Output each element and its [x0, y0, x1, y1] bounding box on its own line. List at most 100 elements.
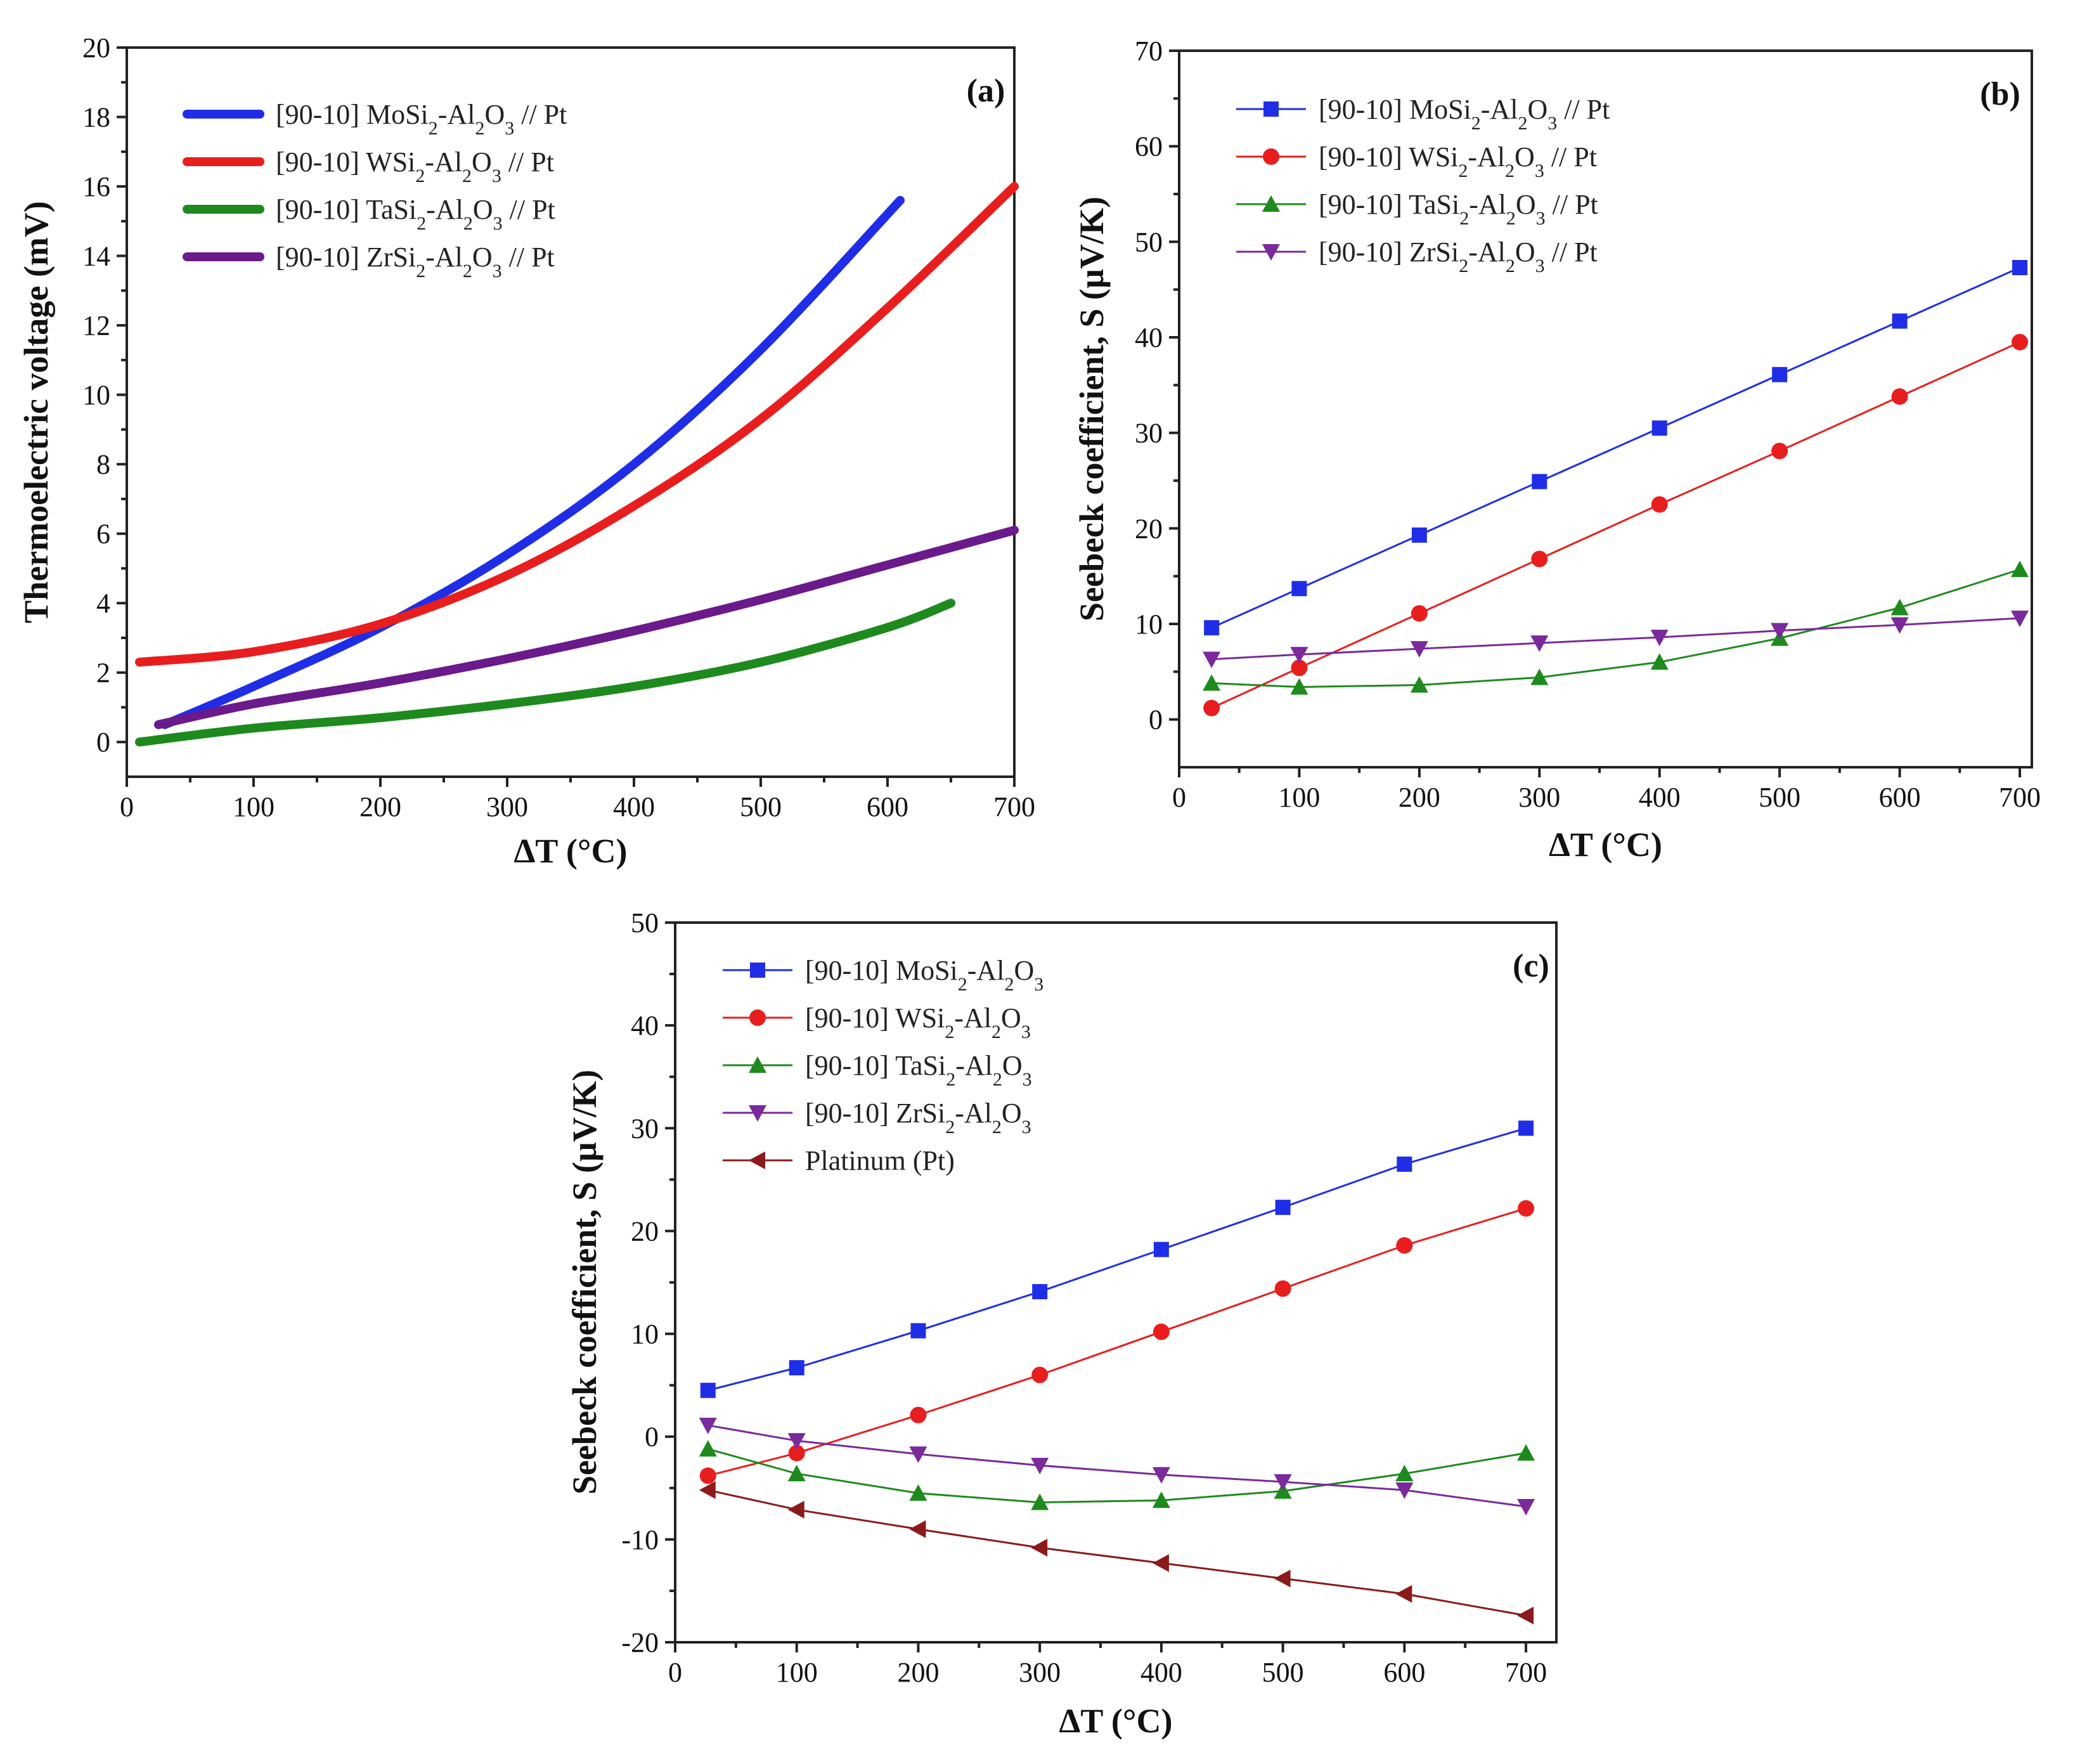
data-point — [1395, 1465, 1414, 1482]
data-point — [699, 1467, 716, 1484]
data-point — [910, 1323, 926, 1339]
data-point — [2011, 610, 2029, 627]
chart-panel-3: 0 100 200 300 400 500 600 700 -20 -10 0 10 20 30 40 50 Δ… — [565, 907, 1558, 1740]
series-line — [707, 1127, 1527, 1392]
data-point — [1152, 1491, 1170, 1508]
legend-label: [90-10] WSi2-Al2O3 — [805, 1002, 1031, 1042]
x-tick-label: 200 — [359, 791, 401, 822]
data-point — [1395, 1482, 1414, 1500]
legend-label: [90-10] TaSi2-Al2O3 // Pt — [1319, 189, 1598, 229]
data-point — [1890, 617, 1909, 634]
legend-marker — [749, 1105, 766, 1122]
legend-entry-3: [90-10] TaSi2-Al2O3 // Pt — [183, 194, 555, 234]
series-curve — [160, 195, 905, 729]
data-point — [1396, 1237, 1413, 1254]
legend-label: [90-10] MoSi2-Al2O3 — [805, 955, 1043, 995]
legend-entry-3: [90-10] TaSi2-Al2O3 // Pt — [1236, 189, 1598, 229]
data-point — [1153, 1242, 1169, 1257]
x-tick-label: 0 — [120, 791, 134, 822]
data-point — [699, 1417, 717, 1434]
series-1 — [1204, 260, 2028, 636]
x-tick-label: 600 — [1879, 782, 1921, 813]
plot-frame — [126, 46, 1016, 778]
data-point — [1274, 1474, 1292, 1491]
data-point — [1395, 1585, 1412, 1603]
data-point — [1274, 1280, 1291, 1297]
x-tick-label: 300 — [1518, 782, 1560, 813]
x-tick-label: 200 — [1399, 782, 1440, 813]
data-point — [1032, 1284, 1048, 1300]
x-tick-label: 400 — [1639, 782, 1681, 813]
data-point — [1651, 420, 1667, 436]
data-point — [1892, 313, 1908, 329]
data-point — [1275, 1200, 1291, 1216]
data-point — [1290, 647, 1308, 664]
panel-label: (b) — [1980, 76, 2020, 112]
data-point — [1650, 630, 1669, 647]
series-2 — [1203, 334, 2029, 717]
data-point — [1532, 474, 1547, 490]
legend-marker — [1262, 244, 1280, 261]
x-tick-label: 100 — [776, 1657, 818, 1688]
series-curve — [135, 182, 1019, 667]
x-tick-label: 100 — [1278, 782, 1320, 813]
data-point — [1518, 1200, 1535, 1217]
y-tick-label: 50 — [1135, 226, 1163, 257]
legend-entry-2: [90-10] WSi2-Al2O3 // Pt — [183, 146, 554, 186]
x-tick-label: 700 — [1999, 782, 2041, 813]
series-line — [1211, 341, 2020, 709]
x-axis-title: ΔT (°C) — [514, 832, 628, 870]
series-line — [707, 1489, 1527, 1617]
series-line — [1211, 617, 2020, 661]
x-tick-label: 300 — [486, 791, 528, 822]
legend-entry-3: [90-10] TaSi2-Al2O3 — [723, 1050, 1032, 1090]
data-point — [1274, 1569, 1291, 1588]
data-point — [1531, 550, 1548, 567]
data-point — [1530, 635, 1549, 652]
y-tick-label: 40 — [1135, 322, 1163, 353]
series-line — [707, 1448, 1527, 1503]
y-tick-label: 18 — [82, 102, 110, 133]
x-tick-label: 500 — [1262, 1657, 1304, 1688]
data-point — [1517, 1444, 1535, 1461]
x-tick-label: 600 — [1383, 1657, 1425, 1688]
y-axis-title: Seebeck coefficient, S (µV/K) — [565, 1070, 604, 1495]
data-point — [1411, 605, 1428, 622]
legend-entry-5: Platinum (Pt) — [723, 1145, 955, 1176]
data-point — [1290, 678, 1308, 695]
data-point — [789, 1360, 804, 1376]
series-line — [1211, 568, 2020, 688]
y-tick-label: -20 — [621, 1627, 659, 1658]
y-axis-title: Thermoelectric voltage (mV) — [17, 201, 55, 623]
y-tick-label: 20 — [82, 32, 110, 63]
data-point — [1152, 1467, 1170, 1484]
legend-entry-4: [90-10] ZrSi2-Al2O3 // Pt — [1236, 237, 1598, 276]
legend-entry-4: [90-10] ZrSi2-Al2O3 // Pt — [183, 242, 555, 282]
data-point — [909, 1520, 926, 1538]
x-tick-label: 400 — [1140, 1657, 1182, 1688]
data-point — [1291, 581, 1307, 597]
data-point — [1031, 1458, 1049, 1475]
legend-entry-4: [90-10] ZrSi2-Al2O3 — [723, 1098, 1031, 1138]
series-curve — [135, 599, 955, 747]
data-point — [909, 1446, 927, 1463]
y-tick-label: 10 — [631, 1319, 659, 1350]
data-point — [1891, 388, 1908, 405]
data-point — [1518, 1120, 1534, 1136]
data-point — [1410, 641, 1428, 658]
legend-label: [90-10] WSi2-Al2O3 // Pt — [1319, 141, 1597, 181]
legend-label: [90-10] TaSi2-Al2O3 // Pt — [276, 194, 555, 234]
data-point — [699, 1440, 717, 1457]
series-3 — [135, 599, 955, 747]
legend-label: [90-10] ZrSi2-Al2O3 // Pt — [276, 242, 555, 282]
data-point — [1203, 699, 1220, 717]
legend-entry-1: [90-10] MoSi2-Al2O3 — [723, 955, 1043, 995]
legend-entry-2: [90-10] WSi2-Al2O3 — [723, 1002, 1031, 1042]
legend-label: [90-10] MoSi2-Al2O3 // Pt — [276, 99, 567, 139]
series-line — [707, 1207, 1527, 1477]
data-point — [699, 1481, 716, 1500]
y-tick-label: 14 — [82, 241, 110, 272]
data-point — [1651, 496, 1668, 513]
series-4 — [1203, 610, 2029, 668]
